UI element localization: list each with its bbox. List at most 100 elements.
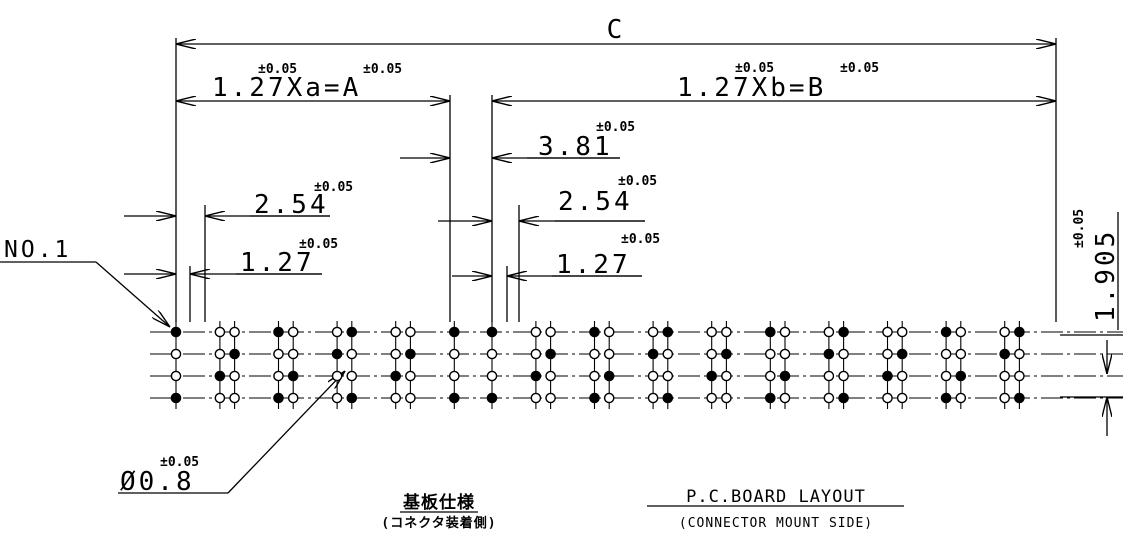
hole [545,370,556,382]
hole [405,392,416,404]
hole [214,392,226,404]
hole [405,370,416,382]
dim-a-tol-right: ±0.05 [363,62,402,77]
hole [955,370,967,382]
hole [214,348,226,360]
dim-left-127-tol: ±0.05 [299,237,338,252]
hole [346,392,358,404]
dim-left-127-label: 1.27 [240,248,315,278]
hole-diameter-label: Ø0.8 [120,467,195,497]
hole [882,392,893,404]
hole [229,370,240,382]
hole [229,326,240,338]
hole [273,370,284,382]
hole [603,392,615,404]
hole [170,370,182,382]
hole [721,326,732,338]
caption-en-title: P.C.BOARD LAYOUT [686,487,866,507]
hole [940,326,952,338]
dim-vertical-tol: ±0.05 [1072,209,1087,248]
hole [999,326,1011,338]
hole [940,348,952,360]
dim-c-label: C [607,15,626,45]
text-underlines [118,157,1119,513]
hole [287,326,299,338]
captions: 基板仕様 (コネクタ装着側) P.C.BOARD LAYOUT (CONNECT… [381,487,873,531]
hole [662,348,674,360]
hole [390,348,402,360]
hole [647,370,659,382]
hole [486,392,498,404]
hole-diameter-tol: ±0.05 [160,455,199,470]
hole [405,326,416,338]
hole [273,348,284,360]
hole [486,348,498,360]
hole [955,348,967,360]
hole [603,348,615,360]
hole [589,370,600,382]
hole [346,348,358,360]
hole [999,348,1011,360]
hole [530,370,542,382]
hole [765,348,776,360]
hole [287,392,299,404]
hole [779,326,791,338]
hole [331,392,343,404]
hole [545,326,556,338]
hole [170,348,182,360]
hole [390,370,402,382]
pin-one-leader [95,261,170,327]
dim-left-254-label: 2.54 [254,190,329,220]
hole [896,370,908,382]
hole [823,392,835,404]
hole [229,348,240,360]
hole [486,370,498,382]
hole [448,326,460,338]
hole [1014,348,1025,360]
hole [390,326,402,338]
hole [346,370,358,382]
dim-b-tol-left: ±0.05 [735,61,774,76]
hole [721,392,732,404]
extension-lines [175,38,1123,398]
hole [765,392,776,404]
hole [706,370,718,382]
hole [214,326,226,338]
hole [999,392,1011,404]
hole [331,326,343,338]
dim-b-tol-right: ±0.05 [840,61,879,76]
hole [838,326,849,338]
hole [882,326,893,338]
hole [721,348,732,360]
hole [170,326,182,338]
hole [662,326,674,338]
hole [779,370,791,382]
dim-a-label: 1.27Xa=A [212,73,361,103]
hole [603,326,615,338]
hole [603,370,615,382]
hole [1014,326,1025,338]
hole [229,392,240,404]
hole [940,370,952,382]
hole [838,370,849,382]
hole [346,326,358,338]
dim-right-254-label: 2.54 [558,187,633,217]
hole [448,348,460,360]
hole [823,370,835,382]
hole [647,392,659,404]
leaders [0,261,345,494]
hole [706,348,718,360]
hole [896,326,908,338]
caption-en-subtitle: (CONNECTOR MOUNT SIDE) [679,516,873,531]
hole [823,326,835,338]
dim-gap-label: 3.81 [538,132,613,162]
hole [273,326,284,338]
hole [589,348,600,360]
hole [530,392,542,404]
hole [647,326,659,338]
hole [1014,370,1025,382]
hole [545,348,556,360]
hole [779,348,791,360]
hole [896,348,908,360]
